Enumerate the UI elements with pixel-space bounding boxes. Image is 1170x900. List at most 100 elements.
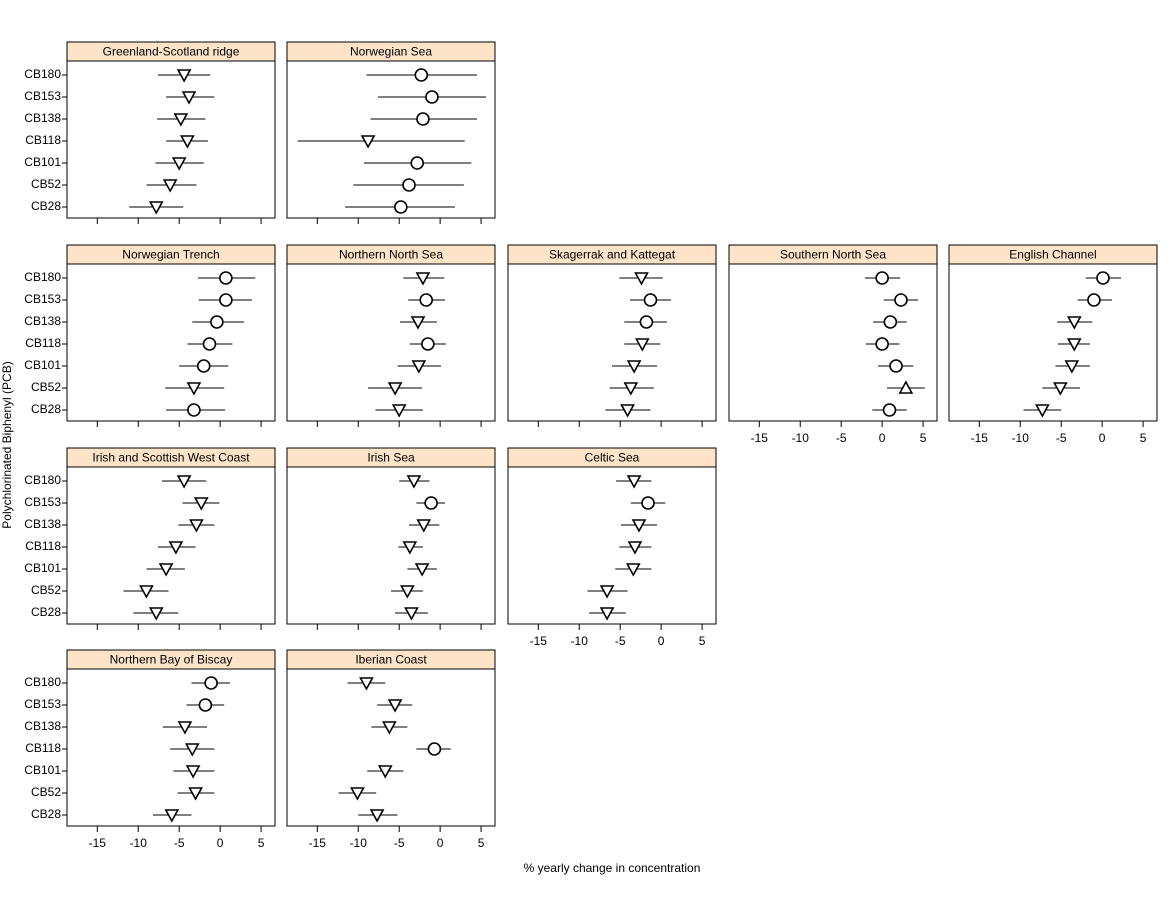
point xyxy=(889,359,903,373)
point xyxy=(623,382,639,396)
point xyxy=(1066,316,1082,330)
panel-title: Iberian Coast xyxy=(355,653,427,667)
point xyxy=(202,337,217,351)
x-axis-label: % yearly change in concentration xyxy=(524,861,701,875)
point xyxy=(189,519,204,533)
y-tick-label: CB118 xyxy=(25,539,61,553)
point xyxy=(875,337,889,351)
point xyxy=(414,563,430,577)
x-tick-label: -15 xyxy=(530,634,548,648)
point xyxy=(421,337,435,351)
point xyxy=(643,293,658,307)
y-tick-label: CB180 xyxy=(24,270,61,284)
panel-title: Northern North Sea xyxy=(339,248,443,262)
point xyxy=(631,519,647,533)
point xyxy=(369,809,385,823)
y-tick-label: CB153 xyxy=(24,697,61,711)
panel-title: Greenland-Scotland ridge xyxy=(103,45,240,59)
point xyxy=(1087,293,1101,307)
panel-title: Norwegian Trench xyxy=(122,248,219,262)
point xyxy=(415,272,431,286)
point xyxy=(391,404,407,418)
x-tick-label: -5 xyxy=(615,634,626,648)
panel-title: Northern Bay of Biscay xyxy=(110,653,233,667)
point xyxy=(411,360,427,374)
point xyxy=(620,404,635,418)
panel-title: Southern North Sea xyxy=(780,248,886,262)
point xyxy=(181,91,197,105)
point xyxy=(193,497,209,511)
point xyxy=(898,380,914,394)
point xyxy=(424,496,438,510)
x-tick-label: -10 xyxy=(130,836,148,850)
point xyxy=(404,607,419,621)
panel xyxy=(66,263,276,422)
point xyxy=(883,315,898,329)
point xyxy=(168,541,184,555)
x-tick-label: 5 xyxy=(258,836,265,850)
y-tick-label: CB138 xyxy=(24,517,61,531)
point xyxy=(427,742,442,756)
point xyxy=(1096,271,1110,285)
point xyxy=(410,156,425,170)
y-tick-label: CB138 xyxy=(24,314,61,328)
panel xyxy=(948,263,1158,422)
point xyxy=(360,135,376,149)
point xyxy=(410,316,426,330)
panel xyxy=(286,60,496,219)
point xyxy=(634,272,649,286)
point xyxy=(599,607,615,621)
point xyxy=(425,90,439,104)
point xyxy=(599,585,615,599)
x-tick-label: -10 xyxy=(350,836,368,850)
point xyxy=(171,157,187,171)
y-tick-label: CB118 xyxy=(25,133,61,147)
point xyxy=(416,519,432,533)
point xyxy=(387,382,403,396)
y-tick-label: CB28 xyxy=(31,402,61,416)
point xyxy=(210,315,224,329)
y-tick-label: CB101 xyxy=(24,155,61,169)
point xyxy=(416,112,430,126)
y-tick-label: CB138 xyxy=(24,111,61,125)
point xyxy=(176,475,192,489)
y-tick-label: CB52 xyxy=(31,583,61,597)
point xyxy=(204,676,218,690)
panel xyxy=(728,263,938,422)
x-tick-label: 5 xyxy=(1140,431,1147,445)
panel-title: English Channel xyxy=(1009,248,1096,262)
y-tick-label: CB118 xyxy=(25,336,61,350)
y-tick-label: CB101 xyxy=(24,763,61,777)
y-tick-label: CB180 xyxy=(24,67,61,81)
y-tick-label: CB52 xyxy=(31,785,61,799)
y-tick-label: CB118 xyxy=(25,741,61,755)
x-tick-label: 5 xyxy=(920,431,927,445)
y-tick-label: CB28 xyxy=(31,807,61,821)
point xyxy=(350,787,365,801)
x-tick-label: -5 xyxy=(394,836,405,850)
x-tick-label: -5 xyxy=(836,431,847,445)
point xyxy=(626,475,642,489)
point xyxy=(188,787,203,801)
y-tick-label: CB153 xyxy=(24,292,61,306)
point xyxy=(180,135,195,149)
y-tick-label: CB101 xyxy=(24,561,61,575)
panel xyxy=(507,263,717,422)
x-tick-label: -10 xyxy=(1012,431,1030,445)
point xyxy=(875,271,889,285)
x-tick-label: 5 xyxy=(478,836,485,850)
x-tick-label: 0 xyxy=(658,634,665,648)
point xyxy=(162,179,178,193)
panel xyxy=(286,466,496,625)
panel xyxy=(286,263,496,422)
y-tick-label: CB52 xyxy=(31,380,61,394)
point xyxy=(394,200,408,214)
x-tick-label: 5 xyxy=(699,634,706,648)
point xyxy=(402,541,418,555)
point xyxy=(406,475,422,489)
point xyxy=(185,765,201,779)
y-tick-label: CB138 xyxy=(24,719,61,733)
point xyxy=(219,271,233,285)
panel xyxy=(66,60,276,219)
